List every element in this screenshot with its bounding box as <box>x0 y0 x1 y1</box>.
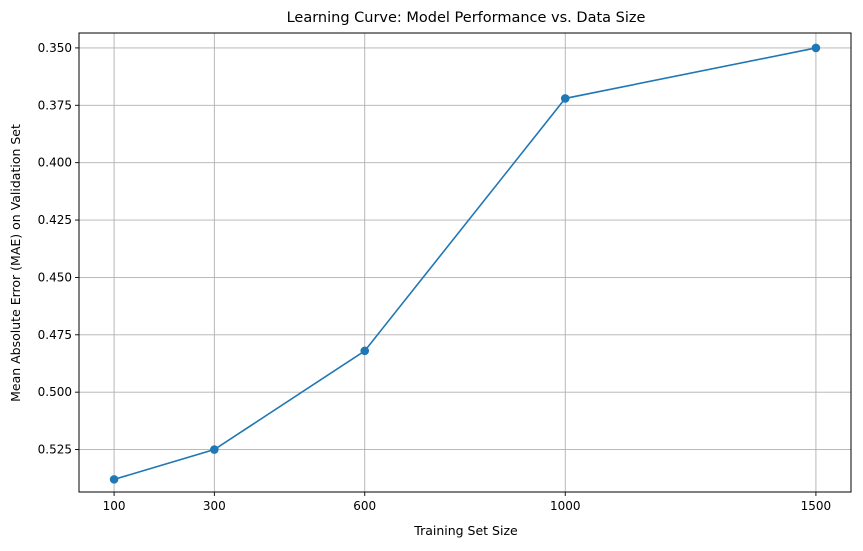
data-point <box>360 346 370 356</box>
data-point <box>210 445 219 454</box>
data-point <box>109 475 119 484</box>
y-tick-label: 0.375 <box>38 98 72 112</box>
y-tick-label: 0.500 <box>38 385 72 399</box>
x-tick-label: 600 <box>353 499 376 513</box>
y-axis-label: Mean Absolute Error (MAE) on Validation … <box>8 124 23 402</box>
x-tick-label: 1500 <box>801 499 832 513</box>
grid <box>79 33 851 492</box>
ticks: 100 300 600 1000 1500 0.350 0.375 0.400 0.425 0.4… <box>38 41 832 513</box>
data-point <box>560 94 570 103</box>
y-tick-label: 0.425 <box>38 213 72 227</box>
y-tick-label: 0.475 <box>38 328 72 342</box>
x-tick-label: 300 <box>203 499 226 513</box>
y-tick-label: 0.450 <box>38 270 72 284</box>
x-axis-label: Training Set Size <box>413 523 518 538</box>
y-tick-label: 0.350 <box>38 41 72 55</box>
y-tick-label: 0.400 <box>38 156 72 170</box>
chart-title: Learning Curve: Model Performance vs. Da… <box>287 10 646 26</box>
x-tick-label: 100 <box>103 499 126 513</box>
plot-frame <box>78 32 852 493</box>
x-tick-label: 1000 <box>550 499 581 513</box>
y-tick-label: 0.525 <box>38 443 72 457</box>
series-layer <box>109 43 821 484</box>
data-point <box>811 43 821 53</box>
